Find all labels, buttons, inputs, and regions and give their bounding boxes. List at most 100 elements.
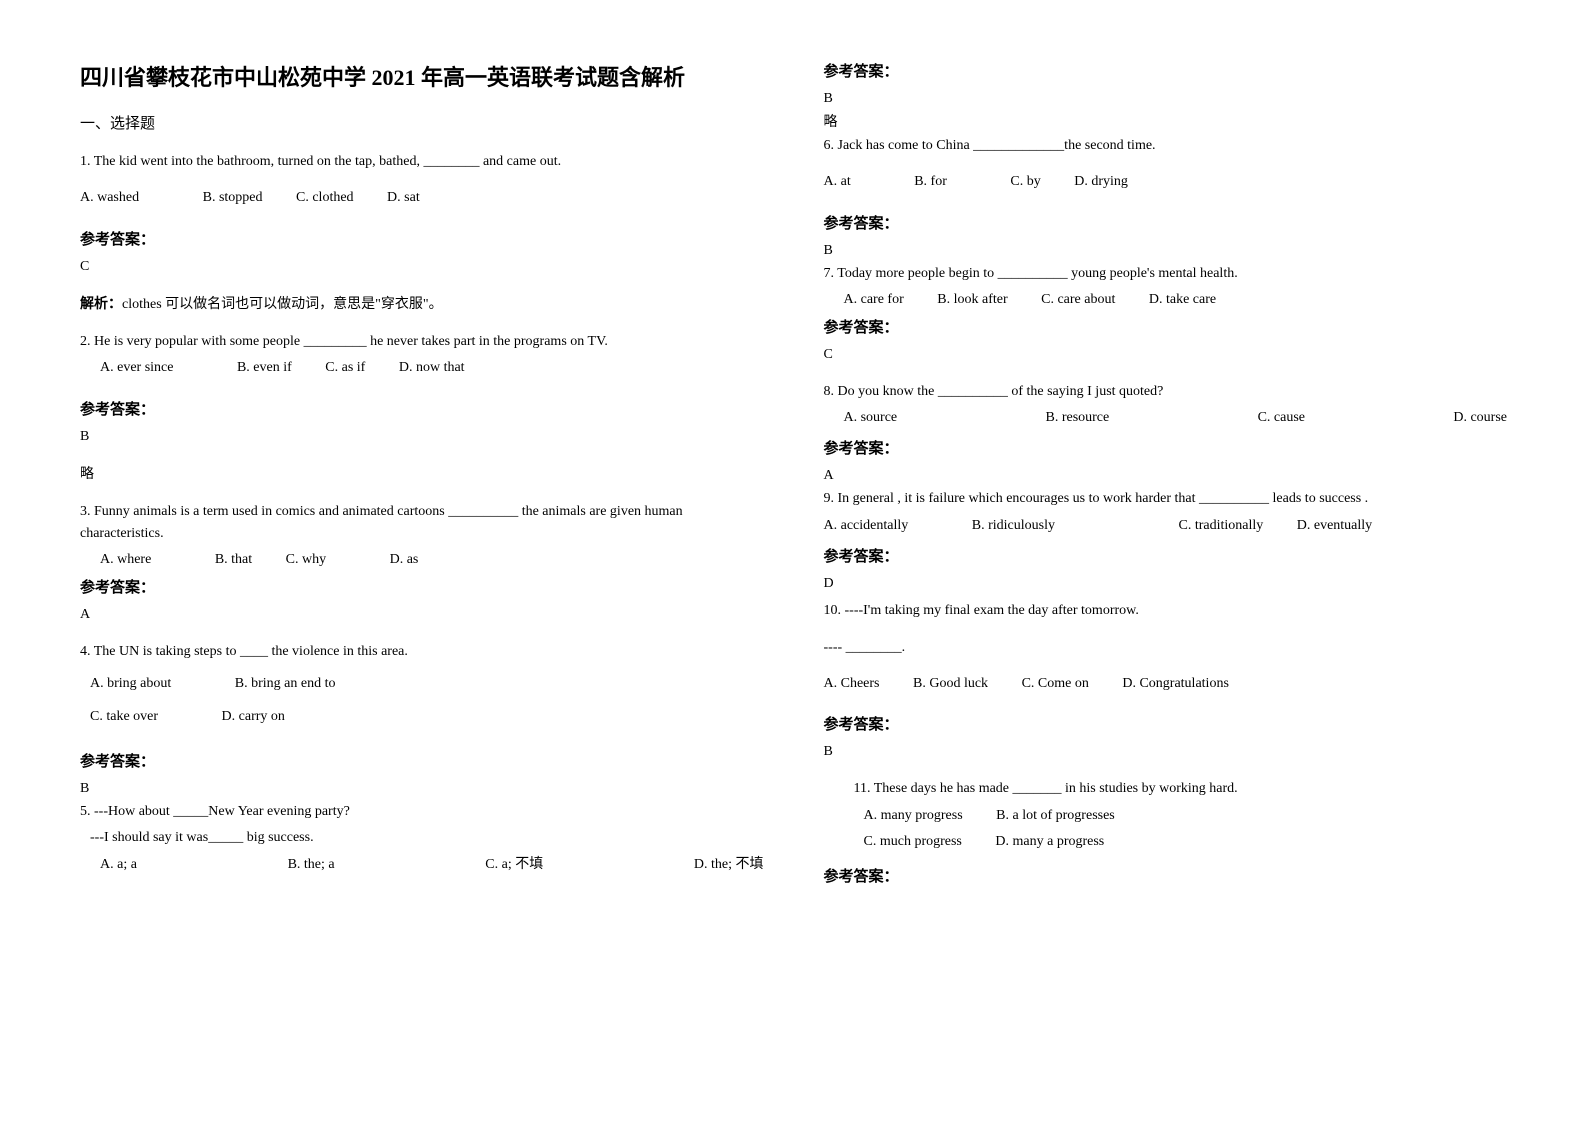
q1-optD: D. sat <box>387 187 420 209</box>
q10-optD: D. Congratulations <box>1122 673 1229 695</box>
q1-answer-label: 参考答案： <box>80 228 764 249</box>
question-8: 8. Do you know the __________ of the say… <box>824 381 1508 430</box>
q2-optC: C. as if <box>325 357 365 379</box>
q7-optB: B. look after <box>937 289 1007 311</box>
q1-answer: C <box>80 259 764 275</box>
q3-optC: C. why <box>286 549 326 571</box>
q2-optB: B. even if <box>237 357 292 379</box>
q3-options: A. where B. that C. why D. as <box>80 549 764 571</box>
q5-answer-label: 参考答案： <box>824 60 1508 81</box>
q8-answer: A <box>824 468 1508 484</box>
question-4: 4. The UN is taking steps to ____ the vi… <box>80 641 764 732</box>
q4-text: 4. The UN is taking steps to ____ the vi… <box>80 641 764 663</box>
question-6: 6. Jack has come to China _____________t… <box>824 135 1508 194</box>
q1-options: A. washed B. stopped C. clothed D. sat <box>80 187 764 209</box>
q10-optA: A. Cheers <box>824 673 880 695</box>
q8-optA: A. source <box>844 407 898 429</box>
q9-answer: D <box>824 576 1508 592</box>
q8-answer-label: 参考答案： <box>824 437 1508 458</box>
q10-answer-label: 参考答案： <box>824 713 1508 734</box>
q1-optA: A. washed <box>80 187 139 209</box>
q7-answer-label: 参考答案： <box>824 316 1508 337</box>
q3-optD: D. as <box>390 549 419 571</box>
q8-optC: C. cause <box>1258 407 1305 429</box>
q10-optC: C. Come on <box>1022 673 1089 695</box>
q7-text: 7. Today more people begin to __________… <box>824 263 1508 285</box>
q4-answer-label: 参考答案： <box>80 750 764 771</box>
right-column: 参考答案： B 略 6. Jack has come to China ____… <box>824 60 1508 1062</box>
q8-optD: D. course <box>1453 407 1507 429</box>
q2-optA: A. ever since <box>100 357 173 379</box>
q6-text: 6. Jack has come to China _____________t… <box>824 135 1508 157</box>
q4-optB: B. bring an end to <box>235 673 336 695</box>
q9-optD: D. eventually <box>1297 515 1372 537</box>
q11-text: 11. These days he has made _______ in hi… <box>854 778 1508 800</box>
question-10: 10. ----I'm taking my final exam the day… <box>824 600 1508 695</box>
question-2: 2. He is very popular with some people _… <box>80 331 764 380</box>
q8-text: 8. Do you know the __________ of the say… <box>824 381 1508 403</box>
q2-omit: 略 <box>80 463 764 483</box>
q9-text: 9. In general , it is failure which enco… <box>824 488 1508 510</box>
q5-optA: A. a; a <box>100 854 137 876</box>
q10-answer: B <box>824 744 1508 760</box>
q5-optC: C. a; 不填 <box>485 854 543 876</box>
q10-options: A. Cheers B. Good luck C. Come on D. Con… <box>824 673 1508 695</box>
q9-answer-label: 参考答案： <box>824 545 1508 566</box>
q3-answer-label: 参考答案： <box>80 576 764 597</box>
q9-optB: B. ridiculously <box>972 515 1055 537</box>
q7-optD: D. take care <box>1149 289 1216 311</box>
q4-optD: D. carry on <box>222 706 285 728</box>
q10-optB: B. Good luck <box>913 673 988 695</box>
q7-options: A. care for B. look after C. care about … <box>824 289 1508 311</box>
q11-optB: B. a lot of progresses <box>996 805 1115 827</box>
q11-optC: C. much progress <box>864 831 962 853</box>
q9-optC: C. traditionally <box>1178 515 1263 537</box>
q9-optA: A. accidentally <box>824 515 909 537</box>
q3-optB: B. that <box>215 549 252 571</box>
q1-explanation: 解析：clothes 可以做名词也可以做动词，意思是"穿衣服"。 <box>80 293 764 313</box>
q6-options: A. at B. for C. by D. drying <box>824 171 1508 193</box>
q6-optC: C. by <box>1010 171 1040 193</box>
q1-optC: C. clothed <box>296 187 354 209</box>
q11-optA: A. many progress <box>864 805 963 827</box>
question-11: 11. These days he has made _______ in hi… <box>824 778 1508 857</box>
q6-optA: A. at <box>824 171 851 193</box>
explanation-prefix: 解析： <box>80 297 122 312</box>
page-title: 四川省攀枝花市中山松苑中学 2021 年高一英语联考试题含解析 <box>80 60 764 92</box>
q7-optA: A. care for <box>844 289 904 311</box>
q6-optD: D. drying <box>1074 171 1128 193</box>
q11-options: A. many progress B. a lot of progresses … <box>854 805 1508 854</box>
q3-optA: A. where <box>100 549 151 571</box>
q5-optB: B. the; a <box>288 854 335 876</box>
q10-line1: 10. ----I'm taking my final exam the day… <box>824 600 1508 622</box>
q2-options: A. ever since B. even if C. as if D. now… <box>80 357 764 379</box>
q3-text: 3. Funny animals is a term used in comic… <box>80 501 764 546</box>
q4-answer: B <box>80 781 764 797</box>
question-7: 7. Today more people begin to __________… <box>824 263 1508 312</box>
q5-line1: 5. ---How about _____New Year evening pa… <box>80 801 764 823</box>
q1-text: 1. The kid went into the bathroom, turne… <box>80 151 764 173</box>
q4-optA: A. bring about <box>90 673 171 695</box>
q5-line2: ---I should say it was_____ big success. <box>80 827 764 849</box>
q5-optD: D. the; 不填 <box>694 854 764 876</box>
q2-answer: B <box>80 429 764 445</box>
q2-answer-label: 参考答案： <box>80 398 764 419</box>
q11-answer-label: 参考答案： <box>824 865 1508 886</box>
q10-line2: ---- ________. <box>824 637 1508 659</box>
q6-answer-label: 参考答案： <box>824 212 1508 233</box>
q8-options: A. source B. resource C. cause D. course <box>824 407 1508 429</box>
section-header: 一、选择题 <box>80 112 764 133</box>
q5-omit: 略 <box>824 111 1508 131</box>
q2-text: 2. He is very popular with some people _… <box>80 331 764 353</box>
question-1: 1. The kid went into the bathroom, turne… <box>80 151 764 210</box>
q9-options: A. accidentally B. ridiculously C. tradi… <box>824 515 1508 537</box>
q6-optB: B. for <box>914 171 947 193</box>
q1-optB: B. stopped <box>203 187 263 209</box>
q7-answer: C <box>824 347 1508 363</box>
q8-optB: B. resource <box>1045 407 1109 429</box>
q4-optC: C. take over <box>90 706 158 728</box>
q5-options: A. a; a B. the; a C. a; 不填 D. the; 不填 <box>80 854 764 876</box>
q11-optD: D. many a progress <box>995 831 1104 853</box>
q6-answer: B <box>824 243 1508 259</box>
q1-explanation-text: clothes 可以做名词也可以做动词，意思是"穿衣服"。 <box>122 297 443 312</box>
